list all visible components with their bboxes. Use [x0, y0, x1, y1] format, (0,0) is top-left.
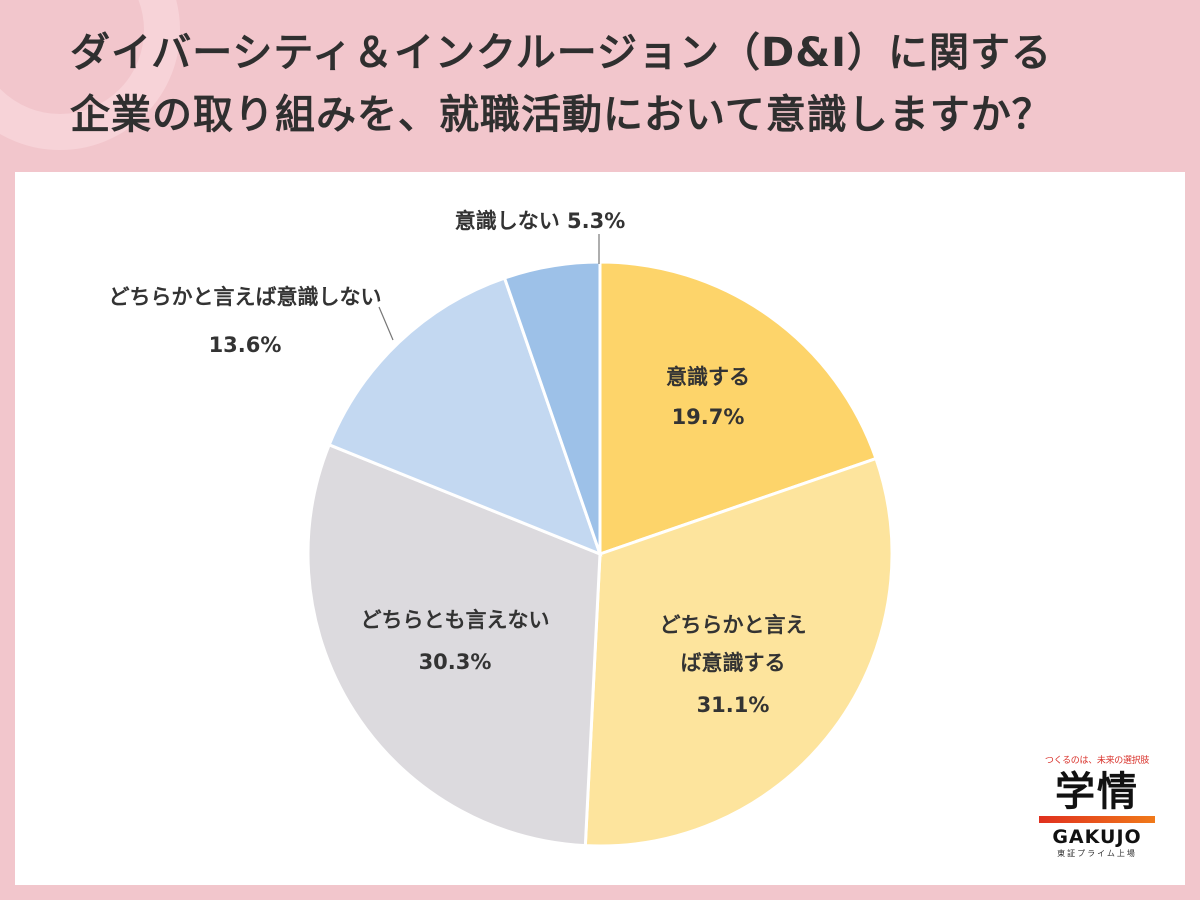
- slice-label-s4: 意識しない 5.3%: [455, 209, 626, 233]
- logo-bar: [1039, 816, 1155, 823]
- gakujo-logo: つくるのは、未来の選択肢 学情 GAKUJO 東証プライム上場: [1037, 753, 1157, 859]
- pie-slice-2: [306, 442, 602, 848]
- pie-slice-3: [327, 276, 603, 557]
- slice-label-s1-value: 31.1%: [697, 693, 770, 717]
- title-line-1: ダイバーシティ＆インクルージョン（D&I）に関する: [70, 30, 1052, 76]
- leader-line-s3: [378, 306, 394, 341]
- slice-label-s3-value: 13.6%: [209, 333, 282, 357]
- logo-tagline: つくるのは、未来の選択肢: [1044, 756, 1150, 766]
- logo-latin: GAKUJO: [1052, 826, 1142, 848]
- pie-chart: 意識する 19.7% どちらかと言え ば意識する 31.1% どちらとも言えない…: [109, 209, 894, 848]
- slice-label-s0-value: 19.7%: [672, 405, 745, 429]
- chart-panel: 意識する 19.7% どちらかと言え ば意識する 31.1% どちらとも言えない…: [15, 172, 1185, 885]
- title-line-2: 企業の取り組みを、就職活動において意識しますか？: [70, 92, 1053, 138]
- pie-slice-4: [502, 260, 602, 555]
- slice-label-s3-name: どちらかと言えば意識しない: [109, 285, 382, 309]
- logo-subtitle: 東証プライム上場: [1057, 849, 1137, 858]
- pie-slice-1: [583, 456, 894, 848]
- slice-label-s0-name: 意識する: [666, 365, 750, 389]
- pie-slices: [306, 260, 894, 848]
- slice-label-s2-name: どちらとも言えない: [361, 608, 550, 632]
- slice-label-s1-name-2: ば意識する: [681, 651, 786, 675]
- page-title: ダイバーシティ＆インクルージョン（D&I）に関する 企業の取り組みを、就職活動に…: [70, 22, 1180, 146]
- slice-label-s1-name-1: どちらかと言え: [660, 613, 807, 637]
- slice-label-s2-value: 30.3%: [419, 650, 492, 674]
- logo-kanji: 学情: [1055, 769, 1139, 815]
